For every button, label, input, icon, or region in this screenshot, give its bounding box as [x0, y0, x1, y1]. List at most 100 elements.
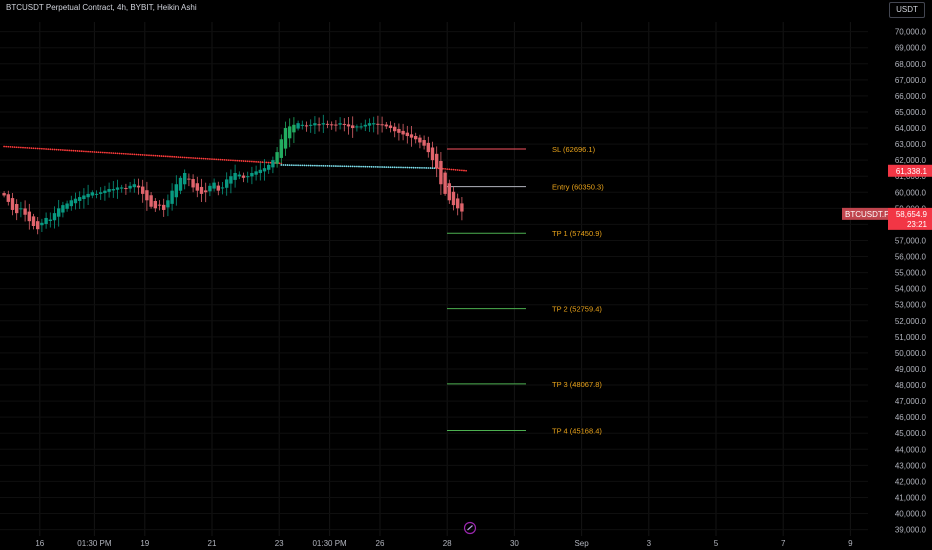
trailing-stop-dot-bull	[416, 166, 419, 169]
candle-body	[149, 195, 153, 207]
trailing-stop-dot-bear	[192, 157, 195, 159]
trade-levels: SL (62696.1) Entry (60350.3) TP 1 (57450.9…	[447, 145, 604, 435]
currency-selector[interactable]: USDT	[889, 2, 925, 18]
trailing-stop-dot-bear	[461, 169, 463, 172]
candle-body	[321, 123, 325, 125]
candle-body	[153, 200, 157, 209]
trailing-stop-dot-bull	[366, 165, 369, 168]
candles[interactable]	[2, 114, 464, 235]
candle-body	[456, 198, 460, 209]
trailing-stop-dot-bull	[408, 166, 411, 169]
trailing-stop-dot-bear	[227, 159, 230, 162]
price-tick-label: 56,000.0	[895, 253, 927, 262]
trailing-stop-dot-bear	[68, 149, 71, 152]
price-tick-label: 48,000.0	[895, 381, 927, 390]
trailing-stop-dot-bull	[404, 166, 407, 169]
trailing-stop-dot-bear	[160, 155, 163, 157]
candle-body	[426, 142, 430, 153]
trailing-stop-dot-bull	[330, 165, 333, 167]
trailing-stop-dot-bull	[280, 164, 283, 166]
time-tick-label: 21	[208, 539, 217, 548]
trailing-stop-dot-bull	[301, 164, 304, 167]
trailing-stop-dot-bear	[213, 158, 216, 161]
trailing-stop-dot-bull	[358, 165, 360, 168]
candle-body	[372, 123, 376, 125]
candle-body	[246, 176, 250, 178]
trailing-stop-dot-bull	[316, 164, 318, 167]
tradingview-logo-icon[interactable]	[463, 521, 477, 535]
trailing-stop-dot-bull	[372, 165, 375, 168]
price-tick-label: 57,000.0	[895, 236, 927, 245]
trailing-stop-dot-bear	[238, 159, 241, 162]
price-tick-label: 44,000.0	[895, 445, 927, 454]
candle-body	[237, 174, 241, 177]
candle-body	[414, 136, 418, 140]
time-tick-label: 01:30 PM	[77, 539, 112, 548]
trailing-stop-dot-bull	[400, 166, 402, 169]
price-axis[interactable]: 39,000.0 40,000.0 41,000.0 42,000.0 43,000.0…	[895, 28, 927, 535]
trailing-stop-dot-bear	[150, 154, 153, 157]
trailing-stop-dot-bear	[164, 155, 167, 158]
trailing-stop-dot-bear	[99, 151, 102, 154]
candle-body	[367, 123, 372, 126]
trailing-stop-dot-bear	[230, 159, 232, 162]
level-label-tp: TP 4 (45168.4)	[552, 426, 602, 435]
trailing-stop-dot-bull	[288, 164, 291, 167]
trailing-stop-dot-bull	[389, 166, 392, 169]
time-tick-label: 23	[275, 539, 284, 548]
candle-body	[141, 186, 145, 194]
trailing-stop-dot-bear	[171, 155, 174, 158]
candle-body	[451, 191, 456, 206]
candle-body	[208, 185, 212, 192]
trailing-stop-dot-bear	[66, 149, 68, 152]
candle-body	[48, 219, 52, 221]
trailing-stop-dot-bear	[87, 150, 89, 153]
trailing-stop-dot-bull	[402, 166, 404, 169]
candle-body	[191, 179, 195, 188]
trailing-stop-dot-bull	[391, 166, 394, 169]
candle-body	[111, 189, 115, 191]
trailing-stop-dot-bear	[458, 169, 461, 172]
candle-body	[157, 204, 162, 206]
candle-body	[435, 153, 439, 169]
candle-body	[40, 222, 44, 226]
trailing-stop-dot-bull	[347, 165, 350, 168]
candle-body	[351, 125, 355, 129]
trailing-stop-dot-bull	[414, 166, 417, 169]
price-tick-label: 53,000.0	[895, 301, 927, 310]
trailing-stop-dot-bear	[234, 159, 237, 162]
candle-body	[254, 171, 258, 175]
trailing-stop-dot-bull	[303, 164, 306, 167]
candle-body	[330, 124, 334, 126]
trailing-stop-dot-bear	[59, 149, 62, 151]
trailing-stop-dot-bear	[244, 160, 247, 163]
trailing-stop-dot-bear	[38, 147, 41, 150]
candle-body	[195, 183, 199, 191]
trailing-stop-dot-bear	[179, 156, 182, 159]
candle-body	[136, 185, 141, 188]
trailing-stop-dot-bear	[51, 148, 54, 151]
trailing-stop-dot-bear	[185, 156, 188, 159]
trailing-stop-dot-bear	[225, 159, 228, 161]
candle-body	[376, 123, 380, 125]
trailing-stop-dot-bear	[211, 158, 213, 161]
trailing-stop-dot-bull	[324, 164, 327, 167]
trailing-stop-dot-bull	[349, 165, 352, 168]
candle-body	[170, 190, 174, 204]
candle-body	[439, 160, 443, 185]
level-label-tp: TP 1 (57450.9)	[552, 229, 602, 238]
trailing-stop-dot-bear	[242, 160, 245, 162]
candle-body	[288, 126, 292, 139]
trailing-stop-dot-bull	[341, 165, 344, 168]
trailing-stop-dot-bull	[379, 166, 381, 168]
candle-body	[363, 124, 367, 127]
trailing-stop-dot-bear	[456, 169, 459, 171]
candle-body	[120, 187, 124, 189]
time-axis[interactable]: 16 01:30 PM 19 21 23 01:30 PM 26 28 30 Sep 3 5 7 9	[35, 539, 853, 548]
price-tick-label: 43,000.0	[895, 461, 927, 470]
candle-body	[162, 204, 166, 210]
time-tick-label: 9	[848, 539, 853, 548]
trailing-stop-dot-bear	[91, 150, 94, 153]
trailing-stop-dot-bear	[156, 154, 159, 157]
